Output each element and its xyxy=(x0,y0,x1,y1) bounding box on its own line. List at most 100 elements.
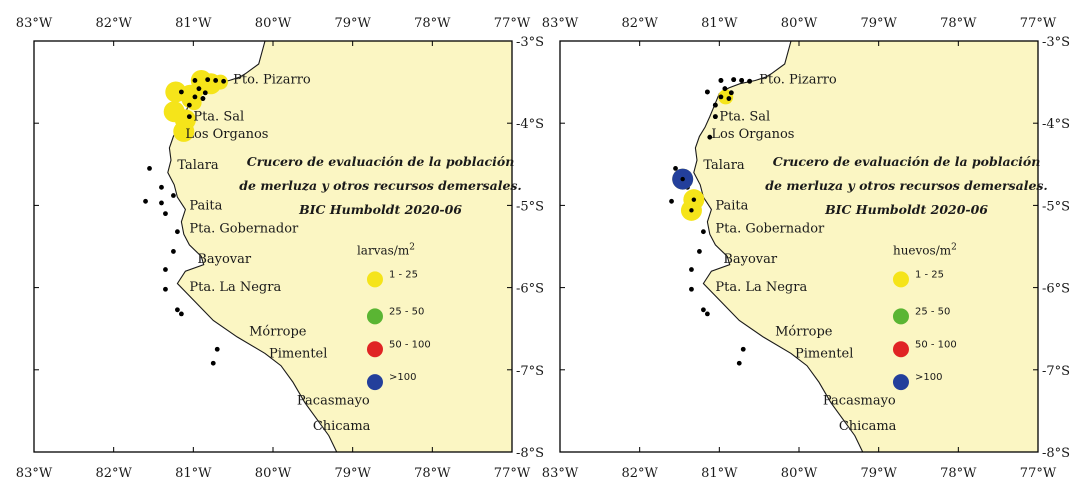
x-tick-label-top: 78°W xyxy=(940,16,977,31)
station-dot xyxy=(707,134,713,140)
station-dot xyxy=(712,102,718,108)
x-tick-label-top: 81°W xyxy=(175,16,212,31)
y-tick-label: -8°S xyxy=(1042,446,1070,461)
place-label: Pta. Sal xyxy=(193,110,244,125)
legend-label: >100 xyxy=(915,372,942,383)
y-tick-label: -8°S xyxy=(516,446,544,461)
station-dot xyxy=(689,267,694,272)
x-tick-label-bottom: 77°W xyxy=(494,466,531,481)
station-dot xyxy=(196,86,202,92)
station-dot xyxy=(186,102,192,108)
station-dot xyxy=(739,78,745,83)
station-dot xyxy=(175,229,180,235)
place-label: Bayovar xyxy=(197,252,252,267)
place-label: Bayovar xyxy=(723,252,778,267)
station-dot xyxy=(171,193,176,198)
station-dot xyxy=(680,176,685,182)
station-dot xyxy=(214,346,220,352)
place-label: Paita xyxy=(715,199,748,214)
place-label: Pta. Sal xyxy=(719,110,770,125)
land-area xyxy=(167,41,512,452)
station-dot xyxy=(736,360,742,366)
cruise-title-line: de merluza y otros recursos demersales. xyxy=(239,178,522,193)
station-dot xyxy=(691,197,697,202)
x-tick-label-bottom: 83°W xyxy=(16,466,53,481)
station-dot xyxy=(205,77,211,83)
coastline xyxy=(693,41,864,452)
station-dot xyxy=(147,166,152,171)
cruise-title-line: BIC Humboldt 2020-06 xyxy=(824,202,988,217)
x-tick-label-top: 81°W xyxy=(701,16,738,31)
map-panel-eggs: 83°W 83°W 82°W 82°W 81°W 81°W 80°W 80°W 79°W 79°W… xyxy=(542,16,1070,481)
station-dot xyxy=(159,184,164,190)
place-label: Pta. La Negra xyxy=(715,280,807,295)
cruise-title-line: BIC Humboldt 2020-06 xyxy=(298,202,462,217)
station-dot xyxy=(697,249,702,254)
station-dot xyxy=(163,286,168,292)
x-tick-label-bottom: 82°W xyxy=(621,466,658,481)
place-label: Chicama xyxy=(313,419,371,434)
x-tick-label-bottom: 81°W xyxy=(701,466,738,481)
station-dot xyxy=(186,114,192,120)
y-tick-label: -5°S xyxy=(1042,199,1070,214)
x-tick-label-top: 77°W xyxy=(1020,16,1057,31)
map-panel-larvae: 83°W 83°W 82°W 82°W 81°W 81°W 80°W 80°W 79°W 79°W… xyxy=(16,16,544,481)
legend-title: huevos/m2 xyxy=(893,243,957,258)
y-tick-label: -6°S xyxy=(1042,282,1070,297)
x-tick-label-top: 78°W xyxy=(414,16,451,31)
x-tick-label-top: 79°W xyxy=(860,16,897,31)
station-dot xyxy=(171,249,176,254)
station-dot xyxy=(726,96,732,101)
station-dot xyxy=(163,267,168,272)
x-tick-label-top: 80°W xyxy=(255,16,292,31)
y-tick-label: -6°S xyxy=(516,282,544,297)
station-dot xyxy=(747,78,753,84)
station-dot xyxy=(689,208,694,213)
station-dot xyxy=(718,94,724,100)
legend-swatch xyxy=(366,308,383,325)
station-dot xyxy=(192,78,198,83)
x-tick-label-top: 80°W xyxy=(781,16,818,31)
x-tick-label-top: 79°W xyxy=(334,16,371,31)
x-tick-label-bottom: 82°W xyxy=(95,466,132,481)
station-dot xyxy=(159,200,164,206)
place-label: Pto. Pizarro xyxy=(759,73,837,88)
y-tick-label: -4°S xyxy=(516,117,544,132)
station-dot xyxy=(200,96,206,101)
y-tick-label: -7°S xyxy=(516,364,544,379)
station-dot xyxy=(722,86,728,92)
station-dot xyxy=(210,360,216,366)
station-dot xyxy=(704,311,710,317)
station-dot xyxy=(221,78,227,84)
legend-swatch xyxy=(892,271,909,288)
station-dot xyxy=(718,78,724,83)
y-tick-label: -3°S xyxy=(516,35,544,50)
x-tick-label-top: 83°W xyxy=(16,16,53,31)
station-dot xyxy=(731,77,737,83)
abundance-circle-1-25 xyxy=(189,82,205,98)
x-tick-label-top: 82°W xyxy=(621,16,658,31)
place-label: Pta. Gobernador xyxy=(715,222,825,237)
place-label: Los Organos xyxy=(711,127,794,142)
x-tick-label-bottom: 77°W xyxy=(1020,466,1057,481)
y-tick-label: -7°S xyxy=(1042,364,1070,379)
place-label: Pacasmayo xyxy=(823,393,896,408)
x-tick-label-top: 77°W xyxy=(494,16,531,31)
station-dot xyxy=(213,78,219,83)
station-dot xyxy=(740,346,746,352)
x-tick-label-top: 82°W xyxy=(95,16,132,31)
legend-swatch xyxy=(892,374,909,391)
place-label: Pto. Pizarro xyxy=(233,73,311,88)
station-dot xyxy=(175,307,180,313)
land-area xyxy=(693,41,1038,452)
legend-label: 1 - 25 xyxy=(389,269,418,280)
legend-swatch xyxy=(892,308,909,325)
place-label: Pimentel xyxy=(269,346,327,361)
place-label: Chicama xyxy=(839,419,897,434)
x-tick-label-bottom: 83°W xyxy=(542,466,579,481)
place-label: Pta. La Negra xyxy=(189,280,281,295)
legend-label: 25 - 50 xyxy=(389,306,424,317)
place-label: Paita xyxy=(189,199,222,214)
y-tick-label: -4°S xyxy=(1042,117,1070,132)
